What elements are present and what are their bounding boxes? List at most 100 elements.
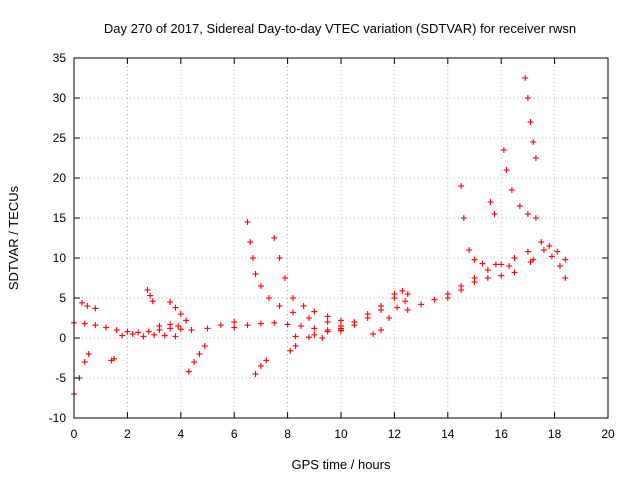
- data-point: [201, 343, 208, 349]
- data-point: [524, 248, 531, 255]
- data-point: [532, 215, 539, 221]
- data-point: [460, 215, 467, 221]
- data-point: [404, 291, 411, 297]
- data-point: [311, 308, 318, 315]
- chart-title: Day 270 of 2017, Sidereal Day-to-day VTE…: [104, 21, 576, 36]
- data-point: [311, 331, 318, 338]
- data-point: [113, 327, 120, 333]
- data-point: [370, 331, 377, 337]
- data-point: [276, 255, 283, 261]
- data-point: [527, 119, 534, 125]
- y-tick-label: 35: [53, 51, 67, 65]
- series-s28: [540, 247, 569, 281]
- series-s10: [188, 319, 238, 333]
- data-point: [319, 335, 326, 341]
- data-point: [175, 323, 182, 329]
- data-point: [271, 235, 278, 241]
- data-point: [156, 323, 163, 329]
- x-tick-label: 16: [495, 427, 509, 441]
- data-point: [177, 326, 184, 333]
- series-s14: [252, 357, 270, 377]
- data-point: [522, 75, 529, 81]
- data-point: [257, 363, 264, 369]
- series-s18: [338, 287, 406, 332]
- data-point: [524, 211, 531, 217]
- data-point: [300, 303, 307, 309]
- data-point: [305, 334, 312, 341]
- x-tick-label: 4: [177, 427, 184, 441]
- x-tick-label: 18: [548, 427, 562, 441]
- y-tick-label: 15: [53, 211, 67, 225]
- data-point: [244, 219, 251, 225]
- data-point: [119, 332, 126, 339]
- data-point: [391, 291, 398, 297]
- data-point: [511, 269, 518, 276]
- series-s7: [156, 321, 182, 329]
- series-s19: [370, 298, 409, 337]
- data-point: [487, 199, 494, 205]
- data-point: [172, 304, 179, 311]
- data-point: [167, 299, 174, 305]
- x-tick-label: 14: [441, 427, 455, 441]
- data-point: [81, 320, 88, 327]
- data-point: [338, 325, 344, 332]
- series-s5: [119, 331, 179, 340]
- series-s8: [167, 299, 190, 324]
- data-point: [263, 357, 270, 364]
- x-tick-label: 20: [601, 427, 615, 441]
- data-point: [511, 255, 518, 261]
- data-point: [284, 321, 291, 328]
- data-point: [289, 295, 296, 301]
- series-s24: [500, 147, 539, 221]
- data-point: [129, 331, 136, 337]
- data-point: [145, 328, 152, 335]
- data-series: [71, 75, 569, 397]
- y-tick-label: 0: [59, 331, 66, 345]
- data-point: [292, 343, 299, 349]
- data-point: [79, 299, 86, 306]
- series-s20: [404, 248, 531, 313]
- x-tick-label: 8: [284, 427, 291, 441]
- data-point: [81, 359, 88, 365]
- data-point: [399, 287, 406, 294]
- data-point: [530, 256, 537, 263]
- data-point: [289, 309, 296, 316]
- data-point: [287, 347, 294, 354]
- y-axis-label: SDTVAR / TECUs: [6, 185, 21, 290]
- x-tick-label: 12: [388, 427, 402, 441]
- data-point: [140, 333, 147, 340]
- x-tick-label: 0: [71, 427, 78, 441]
- data-point: [103, 324, 110, 331]
- data-point: [92, 305, 99, 312]
- data-point: [444, 295, 451, 301]
- data-point: [524, 95, 531, 101]
- data-point: [147, 292, 154, 299]
- data-point: [244, 322, 251, 329]
- data-point: [378, 303, 385, 309]
- data-point: [281, 275, 288, 281]
- data-point: [418, 301, 425, 308]
- series-s13: [271, 235, 344, 324]
- data-point: [503, 167, 510, 173]
- data-point: [458, 183, 465, 189]
- data-point: [500, 147, 507, 153]
- data-point: [188, 327, 195, 333]
- data-point: [217, 322, 224, 329]
- data-point: [548, 253, 555, 260]
- y-tick-label: 20: [53, 171, 67, 185]
- data-point: [252, 371, 259, 377]
- data-point: [252, 271, 259, 277]
- data-point: [386, 315, 393, 321]
- data-point: [249, 255, 256, 261]
- data-point: [191, 359, 198, 365]
- data-point: [338, 317, 344, 324]
- data-point: [394, 304, 401, 311]
- data-point: [516, 203, 523, 209]
- axis-ticks: 0 2 4 6 8 10 12 14 16 18 20 -10 -5 0 5 10 15 20 25 30 35: [49, 51, 615, 441]
- series-s3: [79, 299, 99, 312]
- data-point: [324, 328, 331, 335]
- data-point: [84, 303, 91, 309]
- series-s16: [292, 333, 326, 341]
- series-s23: [487, 199, 498, 217]
